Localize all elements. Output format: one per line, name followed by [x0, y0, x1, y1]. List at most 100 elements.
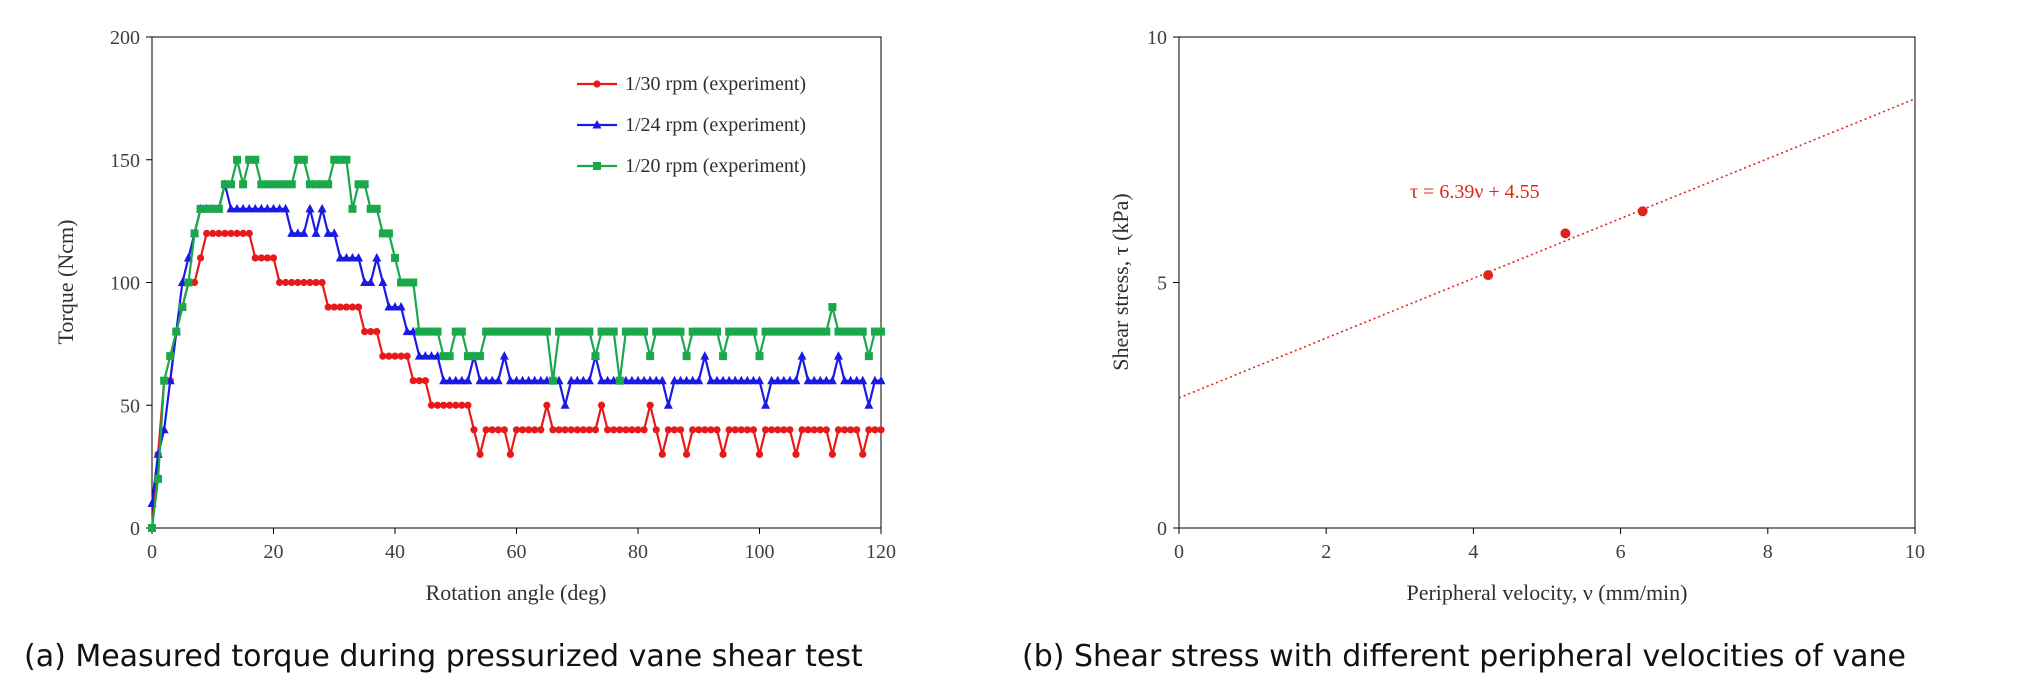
data-point — [348, 303, 357, 311]
data-point — [676, 375, 686, 385]
data-point — [263, 180, 272, 189]
data-point — [299, 228, 309, 237]
data-point — [640, 426, 648, 434]
data-point — [821, 375, 831, 385]
data-point — [396, 302, 406, 311]
data-point — [421, 327, 430, 336]
data-point — [458, 401, 466, 409]
data-point — [172, 327, 181, 336]
data-point — [305, 203, 315, 213]
x-tick-label: 60 — [507, 541, 527, 563]
data-point — [391, 352, 399, 360]
data-point — [317, 203, 327, 213]
data-point — [627, 327, 636, 336]
data-point — [244, 203, 254, 213]
data-point — [621, 327, 630, 336]
data-point — [323, 228, 333, 237]
x-tick-label: 40 — [385, 541, 405, 563]
data-point — [743, 327, 752, 336]
data-point — [391, 253, 399, 262]
data-point — [877, 327, 885, 336]
data-point — [737, 426, 745, 434]
data-point — [269, 254, 278, 262]
data-point — [786, 426, 794, 434]
data-point — [475, 375, 485, 385]
data-point — [336, 303, 344, 311]
data-point — [828, 450, 837, 458]
data-point — [657, 375, 667, 385]
data-point — [221, 229, 229, 237]
x-tick-label: 6 — [1616, 541, 1626, 563]
data-point — [482, 426, 490, 434]
data-point — [742, 375, 752, 385]
data-point — [537, 426, 545, 434]
torque-y-axis-title: Torque (Ncm) — [53, 220, 78, 345]
data-point — [840, 327, 849, 336]
data-point — [390, 302, 400, 311]
data-point — [481, 375, 491, 385]
data-point — [330, 303, 338, 311]
data-point — [446, 401, 454, 409]
data-point — [791, 327, 800, 336]
data-point — [616, 426, 624, 434]
data-point — [530, 375, 540, 385]
torque-legend: 1/30 rpm (experiment) 1/24 rpm (experimen… — [577, 73, 806, 177]
data-point — [160, 376, 169, 385]
data-point — [682, 352, 691, 361]
data-point — [403, 352, 411, 360]
data-point — [288, 278, 296, 287]
data-point — [420, 351, 430, 360]
data-point — [555, 426, 563, 434]
data-point — [864, 400, 874, 409]
data-point — [646, 352, 655, 361]
data-point — [281, 180, 290, 189]
data-point — [476, 450, 484, 458]
data-point — [1637, 206, 1648, 217]
data-point — [840, 426, 849, 434]
data-point — [482, 327, 491, 336]
data-point — [154, 474, 163, 483]
data-point — [451, 375, 461, 385]
data-point — [688, 375, 698, 385]
data-point — [719, 352, 728, 361]
data-point — [816, 327, 825, 336]
data-point — [294, 278, 302, 287]
data-point — [208, 204, 217, 213]
data-point — [433, 401, 442, 409]
data-point — [439, 375, 449, 385]
data-point — [610, 426, 618, 434]
shear-y-axis-title: Shear stress, τ (kPa) — [1108, 193, 1133, 370]
torque-y-ticks: 0 50 100 150 200 — [110, 27, 152, 540]
data-point — [250, 203, 260, 213]
data-point — [281, 203, 291, 213]
data-point — [859, 450, 867, 458]
data-point — [597, 401, 606, 409]
x-tick-label: 100 — [745, 541, 775, 563]
data-point — [627, 375, 637, 385]
data-point — [706, 375, 716, 385]
data-point — [360, 180, 369, 189]
data-point — [493, 375, 503, 385]
data-point — [567, 426, 575, 434]
torque-series-group — [147, 155, 886, 532]
data-point — [530, 327, 539, 336]
data-point — [384, 302, 394, 311]
data-point — [579, 426, 587, 434]
data-point — [385, 352, 393, 360]
data-point — [379, 352, 387, 360]
data-point — [178, 303, 187, 312]
data-point — [506, 450, 515, 458]
data-point — [651, 375, 661, 385]
data-point — [707, 426, 715, 434]
data-point — [372, 252, 382, 262]
data-point — [330, 155, 339, 164]
data-point — [694, 375, 704, 385]
data-point — [725, 327, 734, 336]
data-point — [646, 401, 654, 409]
data-point — [354, 180, 363, 189]
data-point — [505, 375, 515, 385]
data-point — [299, 155, 308, 164]
data-point — [689, 426, 697, 434]
data-point — [846, 375, 856, 385]
data-point — [494, 426, 502, 434]
